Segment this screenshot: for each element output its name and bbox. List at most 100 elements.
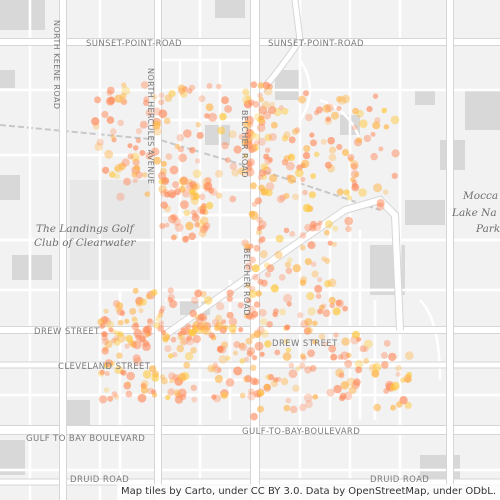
data-point (209, 187, 218, 196)
label-druid-left: DRUID ROAD (70, 475, 129, 485)
data-point (139, 120, 148, 129)
data-point (174, 223, 184, 232)
data-point (221, 141, 229, 150)
data-point (168, 353, 174, 359)
data-point (233, 350, 238, 356)
data-point (250, 412, 258, 421)
data-point (212, 394, 222, 403)
label-north-keene: NORTH KEENE ROAD (52, 20, 61, 109)
data-point (321, 256, 327, 262)
data-point (214, 374, 223, 384)
data-point (99, 369, 105, 375)
label-cleveland: CLEVELAND STREET (58, 362, 151, 372)
data-point (216, 83, 222, 90)
data-point (304, 400, 313, 409)
data-point (244, 140, 254, 150)
data-point (123, 177, 131, 186)
data-point (163, 117, 171, 125)
data-point (149, 365, 157, 373)
data-point (233, 145, 242, 154)
data-point (215, 321, 224, 330)
data-point (194, 221, 200, 228)
data-point (228, 324, 237, 333)
data-point (194, 158, 201, 164)
data-point (259, 236, 266, 243)
data-point (351, 330, 360, 339)
data-point (264, 383, 271, 391)
road-labels: SUNSET-POINT-ROAD SUNSET-POINT-ROAD NORT… (26, 20, 429, 485)
label-belcher-south: BELCHER ROAD (242, 248, 251, 316)
data-point (185, 182, 194, 191)
data-point (104, 371, 110, 377)
data-point (188, 232, 196, 241)
data-point (260, 329, 269, 338)
data-point (233, 366, 243, 376)
data-point (129, 307, 137, 315)
data-point (294, 127, 301, 134)
data-point (388, 352, 397, 362)
data-point (258, 96, 264, 103)
data-point (266, 264, 275, 273)
data-point (204, 113, 210, 119)
data-point (180, 200, 189, 210)
data-point (257, 389, 265, 397)
data-point (300, 176, 306, 183)
data-point (208, 332, 215, 339)
data-point (267, 157, 273, 163)
data-point (194, 314, 200, 320)
data-point (274, 250, 283, 259)
data-point (183, 235, 189, 241)
data-point (259, 318, 268, 326)
data-point (145, 293, 152, 300)
data-point (201, 224, 209, 232)
data-point (132, 354, 141, 363)
data-point (285, 161, 295, 171)
data-point (244, 356, 249, 362)
data-point (125, 381, 132, 387)
data-point (405, 351, 414, 360)
data-point (266, 321, 273, 328)
data-point (199, 321, 209, 331)
data-point (116, 302, 124, 310)
data-point (130, 152, 140, 162)
data-point (265, 147, 271, 153)
data-point (186, 335, 192, 342)
data-point (330, 353, 338, 361)
data-point (267, 373, 274, 381)
data-point (177, 84, 186, 93)
data-point (248, 388, 255, 395)
data-point (113, 335, 119, 341)
data-point (332, 225, 339, 232)
data-point (158, 109, 168, 118)
data-point (307, 241, 316, 250)
data-point (359, 119, 368, 128)
data-point (185, 337, 195, 346)
data-point (285, 397, 292, 404)
data-point (138, 308, 144, 314)
data-point (139, 298, 147, 306)
data-point (127, 153, 134, 160)
data-point (295, 365, 302, 372)
data-point (104, 149, 114, 159)
data-point (186, 88, 193, 94)
data-point (254, 341, 264, 351)
data-point (178, 153, 187, 163)
data-point (359, 345, 367, 353)
data-point (317, 277, 323, 283)
data-point (91, 117, 100, 126)
data-point (103, 308, 109, 314)
data-point (147, 318, 154, 326)
data-point (288, 369, 298, 379)
data-point (391, 172, 398, 179)
data-point (165, 394, 171, 400)
data-point (244, 375, 252, 383)
data-point (160, 377, 168, 385)
data-point (373, 183, 383, 193)
data-point (251, 201, 258, 207)
data-point (171, 213, 178, 221)
data-point (210, 366, 216, 372)
data-point (132, 158, 140, 166)
data-point (383, 388, 390, 394)
data-point (307, 241, 315, 249)
